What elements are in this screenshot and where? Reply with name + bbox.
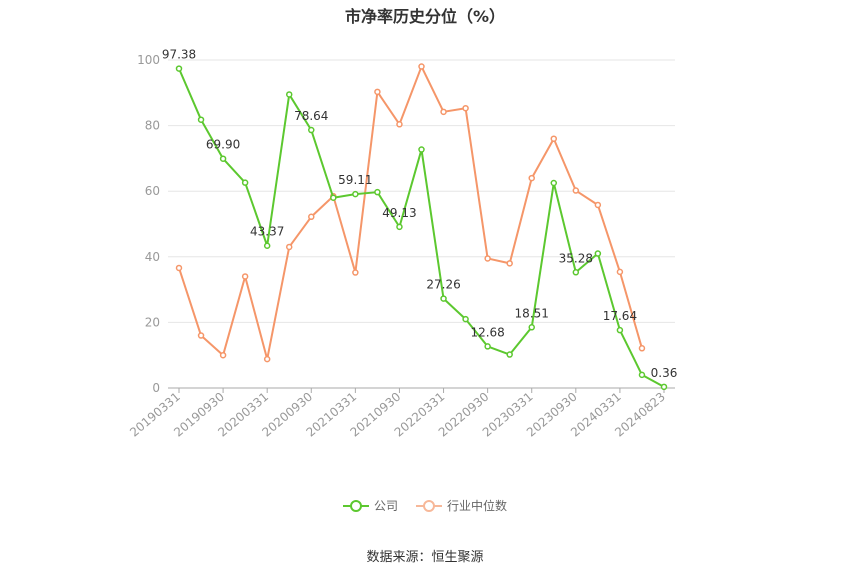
data-label: 78.64 <box>294 109 328 123</box>
data-point-industry-median <box>462 104 469 112</box>
data-point-company <box>418 146 425 153</box>
data-point-company <box>594 250 602 257</box>
data-point-company <box>330 194 337 202</box>
data-label: 27.26 <box>426 278 460 292</box>
data-point-industry-median <box>241 273 249 280</box>
y-tick-label: 100 <box>137 53 160 67</box>
data-label: 18.51 <box>515 306 549 320</box>
data-point-industry-median <box>550 135 558 142</box>
data-point-company <box>175 65 183 72</box>
data-point-industry-median <box>594 201 602 209</box>
data-label: 59.11 <box>338 173 372 187</box>
y-tick-label: 60 <box>145 184 160 198</box>
data-label: 97.38 <box>162 48 196 62</box>
data-point-company <box>660 383 668 391</box>
data-point-company <box>352 190 359 198</box>
data-point-company <box>285 91 293 98</box>
data-point-company <box>550 179 558 187</box>
chart-title: 市净率历史分位（%） <box>344 7 506 26</box>
data-point-company <box>462 315 469 323</box>
data-point-industry-median <box>440 108 447 116</box>
data-point-company <box>572 269 580 276</box>
data-point-company <box>263 242 271 249</box>
data-point-company <box>616 326 624 334</box>
data-point-industry-median <box>638 345 646 352</box>
data-label: 17.64 <box>603 309 637 323</box>
legend-company-label: 公司 <box>373 499 398 513</box>
data-point-company <box>197 116 205 123</box>
legend-item-industry-median[interactable]: 行业中位数 <box>416 497 507 514</box>
data-point-industry-median <box>197 332 205 339</box>
data-point-company <box>506 351 513 358</box>
data-point-industry-median <box>285 243 293 251</box>
data-point-industry-median <box>175 264 183 272</box>
data-label: 49.13 <box>382 206 416 220</box>
chart-legend: 公司 行业中位数 <box>0 497 850 514</box>
series-company: 97.38 69.90 43.37 78.64 59.11 49.13 27.26 12.68… <box>162 48 678 391</box>
data-point-industry-median <box>616 268 624 276</box>
data-point-industry-median <box>418 63 425 70</box>
data-label: 43.37 <box>250 225 284 239</box>
legend-industry-label: 行业中位数 <box>447 499 508 513</box>
data-point-industry-median <box>374 88 381 96</box>
data-point-company <box>440 295 447 302</box>
data-point-industry-median <box>484 255 491 262</box>
y-tick-label: 40 <box>145 250 160 264</box>
data-point-company <box>308 126 315 134</box>
legend-company-swatch <box>342 499 369 513</box>
data-point-industry-median <box>506 260 513 267</box>
data-point-industry-median <box>219 351 227 359</box>
legend-industry-swatch <box>416 499 442 513</box>
data-point-industry-median <box>308 213 315 221</box>
legend-item-company[interactable]: 公司 <box>342 497 398 514</box>
data-point-industry-median <box>572 187 580 194</box>
data-point-company <box>528 324 535 331</box>
y-tick-label: 20 <box>145 315 160 329</box>
source-note: 数据来源：恒生聚源 <box>366 550 484 565</box>
data-point-company <box>241 179 249 186</box>
data-label: 69.90 <box>206 138 240 152</box>
y-tick-label: 80 <box>145 119 160 133</box>
data-point-company <box>374 188 381 196</box>
data-point-company <box>396 223 403 231</box>
data-label: 35.28 <box>559 251 593 265</box>
data-point-industry-median <box>263 355 271 363</box>
data-point-industry-median <box>528 174 535 182</box>
data-label: 0.36 <box>651 366 678 380</box>
series-industry-median <box>175 63 646 363</box>
data-point-industry-median <box>352 269 359 276</box>
series-line-industry-median <box>178 65 643 361</box>
y-tick-label: 0 <box>152 381 160 395</box>
data-label: 12.68 <box>470 325 504 339</box>
data-point-company <box>219 155 227 162</box>
data-point-company <box>484 343 491 350</box>
data-point-industry-median <box>396 121 403 128</box>
data-point-company <box>638 371 646 379</box>
